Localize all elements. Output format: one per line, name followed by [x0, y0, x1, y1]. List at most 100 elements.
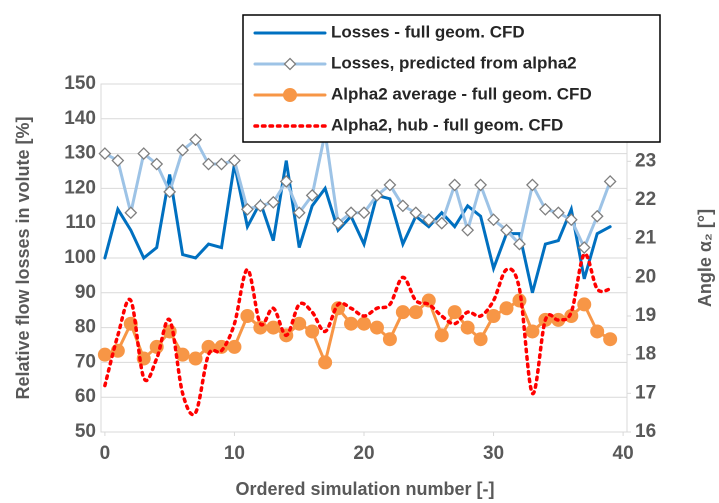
data-point: [525, 324, 540, 339]
data-point: [344, 206, 358, 220]
data-point: [487, 213, 500, 227]
y-tick-label: 100: [64, 247, 96, 268]
x-tick-label: 30: [483, 443, 504, 464]
y-tick-label: 120: [64, 177, 96, 198]
data-point: [551, 206, 565, 220]
y2-axis-label: Angle α₂ [°]: [695, 209, 715, 307]
data-point: [447, 305, 462, 320]
data-point: [175, 347, 190, 362]
y-tick-label: 60: [75, 386, 96, 407]
data-point: [577, 297, 592, 312]
legend-marker: [283, 57, 297, 71]
data-point: [137, 147, 151, 161]
series-line: [103, 132, 612, 252]
data-point: [395, 305, 410, 320]
data-point: [227, 339, 242, 354]
data-point: [382, 332, 397, 347]
data-point: [513, 237, 526, 251]
y-axis-label: Relative flow losses in volute [%]: [13, 116, 33, 399]
legend-box: [242, 14, 661, 143]
legend-label: Losses - full geom. CFD: [331, 22, 525, 41]
legend-marker: [283, 88, 297, 102]
data-point: [344, 316, 359, 331]
data-point: [383, 178, 397, 192]
data-point: [292, 206, 306, 220]
data-point: [512, 293, 527, 308]
data-point: [435, 216, 449, 230]
legend: Losses - full geom. CFD Losses, predicted…: [242, 14, 661, 143]
x-tick-label: 0: [100, 443, 111, 464]
y2-tick-label: 20: [635, 266, 656, 287]
data-point: [202, 157, 215, 171]
data-point: [176, 143, 190, 157]
y2-tick-label: 21: [635, 228, 657, 249]
data-point: [201, 339, 216, 354]
legend-label: Alpha2 average - full geom. CFD: [331, 84, 592, 103]
data-point: [331, 216, 345, 230]
series-line: [103, 252, 612, 417]
data-point: [603, 175, 617, 188]
y2-tick-label: 22: [635, 189, 656, 210]
data-point: [538, 202, 552, 216]
data-point: [188, 351, 203, 366]
data-point: [305, 188, 319, 202]
data-point: [279, 175, 293, 188]
data-point: [97, 347, 112, 362]
x-axis-label: Ordered simulation number [-]: [235, 479, 494, 499]
data-point: [526, 178, 539, 192]
x-tick-label: 40: [613, 443, 634, 464]
data-point: [305, 324, 320, 339]
y-tick-label: 70: [75, 351, 96, 372]
data-point: [189, 133, 202, 147]
y2-tick-label: 16: [635, 421, 656, 442]
data-point: [396, 199, 410, 213]
legend-label: Losses, predicted from alpha2: [331, 53, 577, 72]
data-point: [486, 309, 501, 323]
data-point: [448, 178, 462, 192]
data-point: [409, 206, 423, 220]
y2-tick-label: 23: [635, 150, 656, 171]
data-point: [163, 185, 177, 199]
data-point: [408, 305, 423, 320]
data-point: [460, 320, 475, 335]
data-point: [461, 223, 475, 237]
data-point: [357, 316, 371, 331]
data-point: [150, 157, 164, 171]
data-point: [422, 213, 436, 227]
y2-tick-label: 17: [635, 382, 656, 403]
data-point: [474, 178, 488, 192]
y-tick-label: 140: [64, 108, 96, 129]
data-point: [590, 209, 604, 223]
data-point: [590, 324, 605, 339]
y-tick-label: 50: [75, 421, 96, 442]
y2-tick-label: 19: [635, 305, 656, 326]
data-point: [369, 320, 384, 335]
data-point: [240, 202, 254, 216]
data-point: [124, 206, 138, 220]
y-tick-label: 150: [64, 73, 96, 94]
data-point: [149, 339, 164, 354]
data-point: [499, 301, 514, 316]
x-tick-label: 20: [353, 443, 374, 464]
y-tick-label: 90: [75, 282, 96, 303]
series-line: [103, 160, 612, 294]
data-point: [318, 355, 333, 370]
data-point: [357, 206, 371, 220]
y-tick-label: 110: [65, 212, 96, 233]
y2-tick-label: 18: [635, 344, 656, 365]
data-point: [434, 328, 449, 343]
data-point: [266, 195, 280, 209]
data-point: [228, 154, 241, 167]
data-point: [240, 309, 255, 323]
legend-label: Alpha2, hub - full geom. CFD: [331, 115, 563, 134]
data-point: [564, 213, 578, 227]
data-point: [370, 188, 384, 202]
data-point: [111, 154, 125, 167]
data-point: [292, 316, 307, 331]
data-point: [500, 223, 513, 237]
data-point: [98, 147, 112, 161]
y-tick-label: 130: [64, 143, 96, 164]
x-tick-label: 10: [224, 443, 245, 464]
data-point: [603, 332, 618, 347]
